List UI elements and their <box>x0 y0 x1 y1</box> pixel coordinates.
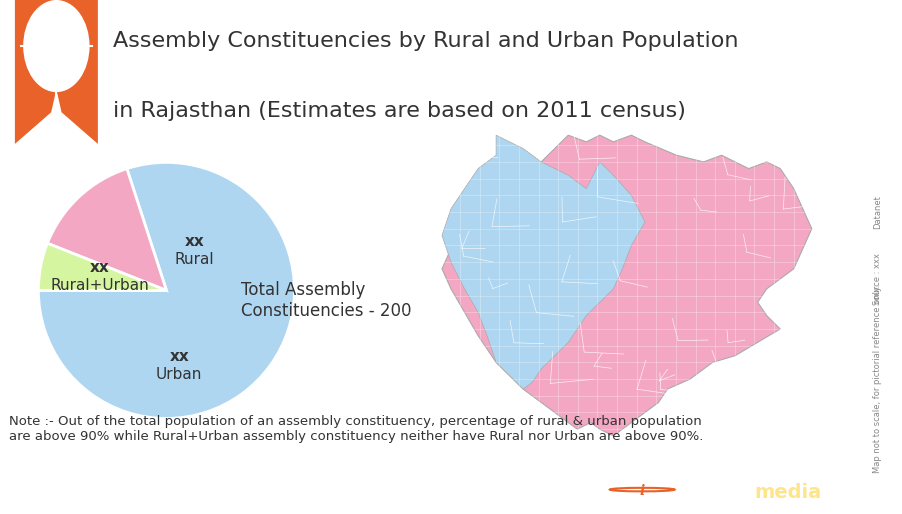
Text: xx: xx <box>170 350 189 364</box>
Text: i: i <box>51 34 61 61</box>
Text: xx: xx <box>90 260 110 275</box>
Text: i: i <box>640 484 645 498</box>
Text: Constituencies - 200: Constituencies - 200 <box>241 302 411 320</box>
Text: indiastat: indiastat <box>657 483 754 502</box>
Polygon shape <box>442 135 645 389</box>
Text: Datanet: Datanet <box>873 195 881 229</box>
Wedge shape <box>39 243 167 290</box>
Text: Rural: Rural <box>175 252 215 267</box>
Text: Note :- Out of the total population of an assembly constituency, percentage of r: Note :- Out of the total population of a… <box>9 415 703 443</box>
Text: in Rajasthan (Estimates are based on 2011 census): in Rajasthan (Estimates are based on 201… <box>113 101 686 120</box>
Text: Assembly Constituencies by Rural and Urban Population: Assembly Constituencies by Rural and Urb… <box>113 31 738 51</box>
Text: Map not to scale, for pictorial reference only.: Map not to scale, for pictorial referenc… <box>873 285 881 473</box>
Polygon shape <box>442 135 812 436</box>
Circle shape <box>51 38 62 54</box>
Text: Source : xxx: Source : xxx <box>873 253 881 305</box>
Text: xx: xx <box>185 234 205 249</box>
Wedge shape <box>48 169 167 290</box>
Text: media: media <box>754 483 822 502</box>
Text: Rural+Urban: Rural+Urban <box>51 278 149 293</box>
Polygon shape <box>14 0 97 144</box>
Circle shape <box>606 488 678 491</box>
Text: Urban: Urban <box>156 368 202 382</box>
Circle shape <box>23 0 89 92</box>
Wedge shape <box>39 162 294 418</box>
Text: Total Assembly: Total Assembly <box>241 281 365 300</box>
